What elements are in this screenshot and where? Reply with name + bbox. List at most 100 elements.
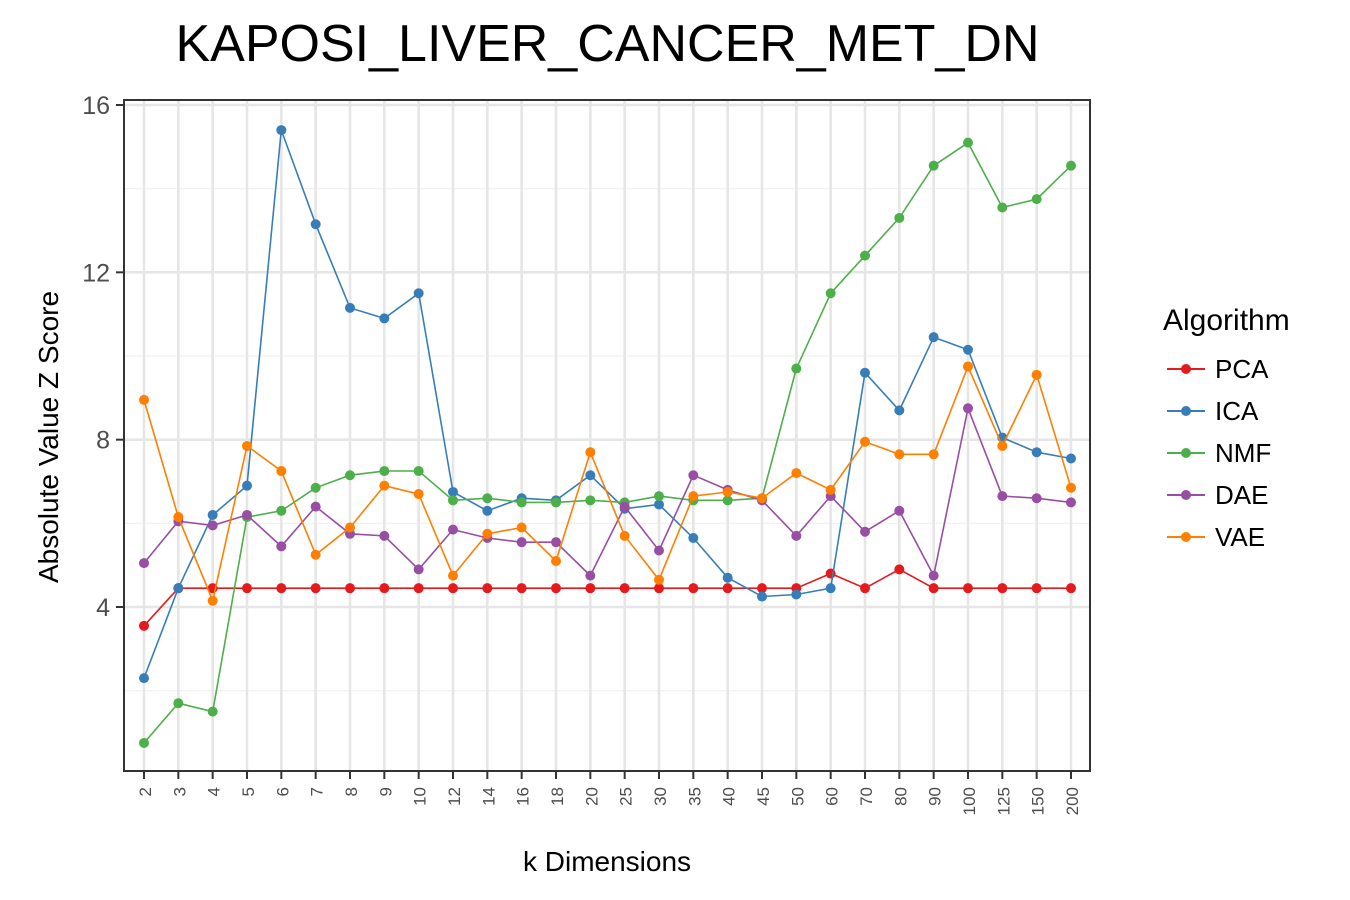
x-tick-label: 150 (1029, 787, 1048, 815)
legend-item-ica: ICA (1163, 390, 1290, 432)
series-line-nmf (143, 141, 1072, 744)
x-tick-label: 200 (1063, 787, 1082, 815)
x-tick-label: 100 (960, 787, 979, 815)
data-point-dae (516, 537, 527, 548)
data-point-dae (551, 537, 561, 548)
data-point-vae (825, 484, 836, 495)
data-point-dae (894, 505, 905, 516)
data-point-vae (997, 440, 1008, 451)
data-point-dae (688, 470, 699, 481)
series-vae (139, 361, 1076, 606)
legend-label: DAE (1215, 479, 1269, 510)
x-tick-label: 30 (651, 787, 670, 806)
data-point-ica (757, 591, 767, 602)
x-tick-label: 5 (239, 787, 258, 796)
major-gridlines (124, 100, 1090, 771)
legend-key-nmf (1163, 443, 1209, 463)
legend-key-ica (1163, 401, 1209, 421)
data-point-vae (791, 468, 802, 479)
data-point-nmf (1031, 194, 1042, 205)
data-point-nmf (551, 497, 561, 508)
legend-key-vae (1163, 527, 1209, 547)
data-point-pca (1031, 583, 1042, 594)
x-tick-label: 7 (308, 787, 327, 796)
x-tick-label: 8 (342, 787, 361, 796)
data-point-pca (1066, 583, 1076, 594)
data-point-ica (448, 486, 458, 497)
x-tick-label: 4 (205, 787, 224, 796)
data-point-ica (379, 313, 390, 324)
x-axis: 2 3 4 5 6 7 8 9 10 12 14 16 18 20 25 30 35 40 45 50 60 70 80 90… (136, 771, 1082, 815)
data-point-ica (1031, 447, 1042, 458)
data-point-vae (928, 449, 939, 460)
legend-item-pca: PCA (1163, 348, 1290, 390)
data-point-vae (139, 394, 149, 405)
data-point-pca (585, 583, 596, 594)
series-line-pca (143, 568, 1071, 627)
data-point-nmf (997, 202, 1008, 213)
data-point-vae (482, 528, 493, 539)
legend-key-pca (1163, 359, 1209, 379)
data-point-pca (276, 583, 287, 594)
data-point-ica (482, 505, 493, 516)
data-point-nmf (722, 495, 733, 506)
data-point-nmf (654, 491, 664, 502)
data-point-ica (345, 302, 355, 313)
data-point-ica (139, 673, 149, 684)
data-point-pca (688, 583, 699, 594)
data-point-ica (860, 367, 870, 378)
data-point-ica (1066, 453, 1076, 464)
data-point-vae (516, 522, 527, 533)
data-point-dae (1031, 493, 1042, 504)
data-point-ica (276, 125, 287, 136)
data-point-vae (654, 574, 664, 585)
x-tick-label: 12 (445, 787, 464, 806)
data-point-vae (757, 493, 767, 504)
minor-gridlines (124, 188, 1090, 692)
x-tick-label: 70 (857, 787, 876, 806)
data-point-pca (310, 583, 321, 594)
data-point-vae (963, 361, 973, 372)
data-point-nmf (585, 495, 596, 506)
legend-label: PCA (1215, 353, 1269, 384)
x-tick-label: 10 (411, 787, 430, 806)
data-point-nmf (448, 495, 458, 506)
chart-title: KAPOSI_LIVER_CANCER_MET_DN (175, 15, 1040, 73)
data-point-nmf (825, 288, 836, 299)
data-point-ica (928, 332, 939, 343)
x-axis-label: k Dimensions (522, 846, 692, 877)
data-point-nmf (310, 482, 321, 493)
x-tick-label: 50 (788, 787, 807, 806)
y-tick-label: 8 (96, 427, 110, 455)
x-tick-label: 2 (136, 787, 155, 796)
data-point-nmf (379, 466, 390, 477)
data-point-vae (619, 530, 630, 541)
data-point-nmf (345, 470, 355, 481)
data-point-vae (1031, 369, 1042, 380)
legend: Algorithm PCA ICA NMF DAE VAE (1163, 304, 1290, 558)
data-point-ica (207, 509, 218, 520)
data-point-ica (310, 219, 321, 230)
data-point-pca (448, 583, 458, 594)
data-point-nmf (139, 737, 149, 748)
x-tick-label: 35 (685, 787, 704, 806)
data-point-dae (1066, 497, 1076, 508)
legend-items: PCA ICA NMF DAE VAE (1163, 348, 1290, 558)
legend-title: Algorithm (1163, 304, 1290, 337)
data-point-vae (448, 570, 458, 581)
data-point-dae (207, 520, 218, 531)
y-tick-label: 4 (96, 594, 110, 622)
x-tick-label: 25 (617, 787, 636, 806)
x-tick-label: 18 (548, 787, 567, 806)
data-point-vae (1066, 482, 1076, 493)
x-tick-label: 60 (823, 787, 842, 806)
data-point-ica (791, 589, 802, 600)
data-point-dae (928, 570, 939, 581)
series-layer (139, 125, 1076, 748)
x-tick-label: 40 (720, 787, 739, 806)
data-point-pca (619, 583, 630, 594)
data-point-vae (379, 480, 390, 491)
series-line-dae (143, 405, 1072, 578)
data-point-pca (551, 583, 561, 594)
data-point-ica (413, 288, 424, 299)
